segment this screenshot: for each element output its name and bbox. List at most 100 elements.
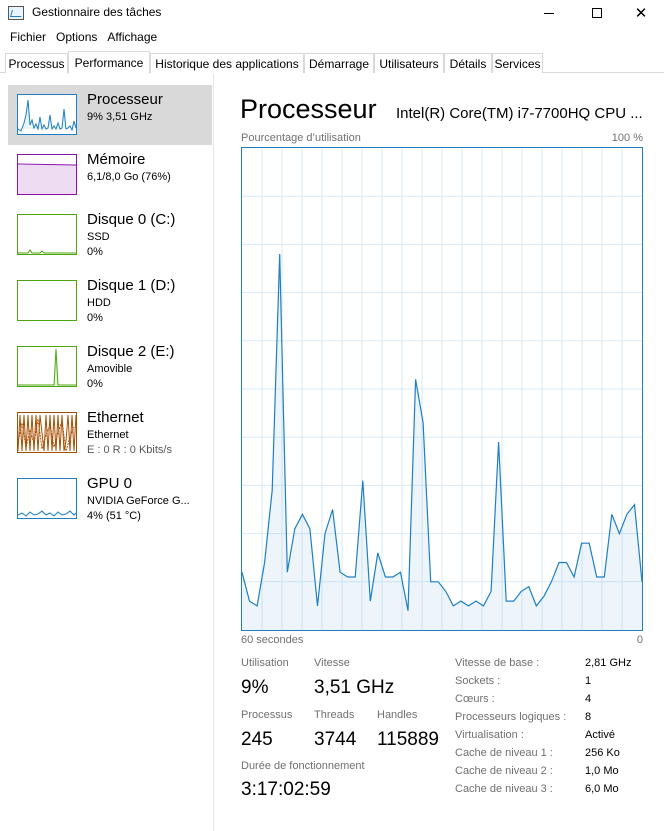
sidebar-item-name: Ethernet [87,409,144,426]
processeur-thumbnail [17,94,77,135]
spec-label: Cache de niveau 1 : [455,747,553,759]
memoire-thumbnail [17,154,77,195]
spec-label: Cache de niveau 2 : [455,765,553,777]
cpu-usage-chart [241,148,643,630]
spec-value: 1,0 Mo [585,765,619,777]
sidebar-item-name: Disque 1 (D:) [87,277,176,294]
menu-bar: Fichier Options Affichage [0,28,163,48]
uptime-value: 3:17:02:59 [241,779,331,800]
processeur-mini-line [18,99,76,132]
disque-0-thumbnail [17,214,77,255]
processeur-mini-graph [18,99,76,132]
spec-value: 2,81 GHz [585,657,632,669]
spec-value: 1 [585,675,592,687]
spec-label: Virtualisation : [455,729,524,741]
disque-2-mini-line [18,348,76,386]
handles-value: 115889 [377,729,439,750]
page-title: Processeur [240,94,377,124]
spec-value: 8 [585,711,592,723]
spec-label: Processeurs logiques : [455,711,567,723]
sidebar-item-detail: Amovible [87,363,133,375]
utilisation-value: 9% [241,677,269,698]
sidebar-item-name: GPU 0 [87,475,133,492]
ethernet-mini-line-b [18,418,75,452]
tab-details[interactable]: Détails [444,53,492,73]
sidebar-item-detail: Ethernet [87,429,129,441]
maximize-button[interactable] [574,0,620,26]
sidebar-item-value: 4% (51 °C) [87,510,141,522]
maximize-icon [592,8,602,18]
cpu-usage-graph [241,147,643,631]
tab-demarrage[interactable]: Démarrage [304,53,374,73]
tab-historique[interactable]: Historique des applications [150,53,304,73]
title-bar: Gestionnaire des tâches ✕ [0,0,664,26]
sidebar-item-ethernet[interactable]: Ethernet Ethernet E : 0 R : 0 Kbits/s [8,403,212,463]
sidebar-item-memoire[interactable]: Mémoire 6,1/8,0 Go (76%) [8,145,212,205]
disque-0-mini-line [18,249,76,254]
cpu-usage-area [242,254,642,630]
minimize-button[interactable] [526,0,572,26]
sidebar-item-value: 0% [87,312,103,324]
window-title: Gestionnaire des tâches [32,5,162,19]
processus-label: Processus [241,709,293,721]
disque-2-mini-graph [18,348,76,386]
sidebar-item-name: Processeur [87,91,163,108]
processus-value: 245 [241,729,273,750]
sidebar-item-name: Mémoire [87,151,146,168]
sidebar-item-detail: 9% 3,51 GHz [87,111,153,123]
disque-0-mini-graph [18,249,76,254]
sidebar-item-value: E : 0 R : 0 Kbits/s [87,444,172,456]
tab-utilisateurs[interactable]: Utilisateurs [374,53,444,73]
menu-affichage[interactable]: Affichage [107,30,158,44]
sidebar-item-gpu-0[interactable]: GPU 0 NVIDIA GeForce G... 4% (51 °C) [8,469,212,529]
cpu-model: Intel(R) Core(TM) i7-7700HQ CPU ... [396,105,643,122]
spec-label: Cache de niveau 3 : [455,783,553,795]
sidebar-item-disque-0[interactable]: Disque 0 (C:) SSD 0% [8,205,212,265]
disque-2-thumbnail [17,346,77,387]
handles-label: Handles [377,709,418,721]
memoire-mini-graph [18,163,76,194]
menu-options[interactable]: Options [56,30,98,44]
cpu-usage-line [241,253,643,611]
memoire-line [18,163,76,166]
spec-value: 6,0 Mo [585,783,619,795]
menu-fichier[interactable]: Fichier [10,30,47,44]
disque-1-thumbnail [17,280,77,321]
tab-performance[interactable]: Performance [68,51,150,74]
gpu-0-mini-line [18,510,76,517]
vitesse-label: Vitesse [314,657,350,669]
sidebar-item-detail: SSD [87,231,110,243]
gpu-0-thumbnail [17,478,77,519]
close-icon: ✕ [634,4,648,22]
tab-processus[interactable]: Processus [5,53,68,73]
threads-label: Threads [314,709,355,721]
utilisation-label: Utilisation [241,657,289,669]
spec-label: Sockets : [455,675,501,687]
memoire-fill [18,165,76,194]
sidebar-item-name: Disque 2 (E:) [87,343,175,360]
sidebar-item-disque-2[interactable]: Disque 2 (E:) Amovible 0% [8,337,212,397]
sidebar-item-value: 0% [87,246,103,258]
spec-value: Activé [585,729,615,741]
sidebar-item-detail: 6,1/8,0 Go (76%) [87,171,171,183]
vitesse-value: 3,51 GHz [314,677,395,698]
uptime-label: Durée de fonctionnement [241,760,365,772]
gpu-0-mini-graph [18,510,76,517]
sidebar-item-detail: NVIDIA GeForce G... [87,495,190,507]
threads-value: 3744 [314,729,357,750]
graph-max-label: 100 % [611,132,643,144]
tab-bar: Processus Performance Historique des app… [0,51,664,74]
minimize-icon [544,12,554,14]
spec-value: 4 [585,693,592,705]
sidebar-item-disque-1[interactable]: Disque 1 (D:) HDD 0% [8,271,212,331]
tab-services[interactable]: Services [492,53,543,73]
axis-left-label: 60 secondes [241,634,304,646]
close-button[interactable]: ✕ [618,0,664,26]
sidebar-item-name: Disque 0 (C:) [87,211,176,228]
sidebar-item-detail: HDD [87,297,111,309]
task-manager-icon [8,6,24,20]
spec-label: Vitesse de base : [455,657,540,669]
resource-sidebar: Processeur 9% 3,51 GHz Mémoire 6,1/8,0 G… [0,74,214,831]
ethernet-thumbnail [17,412,77,453]
sidebar-item-processeur[interactable]: Processeur 9% 3,51 GHz [8,85,212,145]
